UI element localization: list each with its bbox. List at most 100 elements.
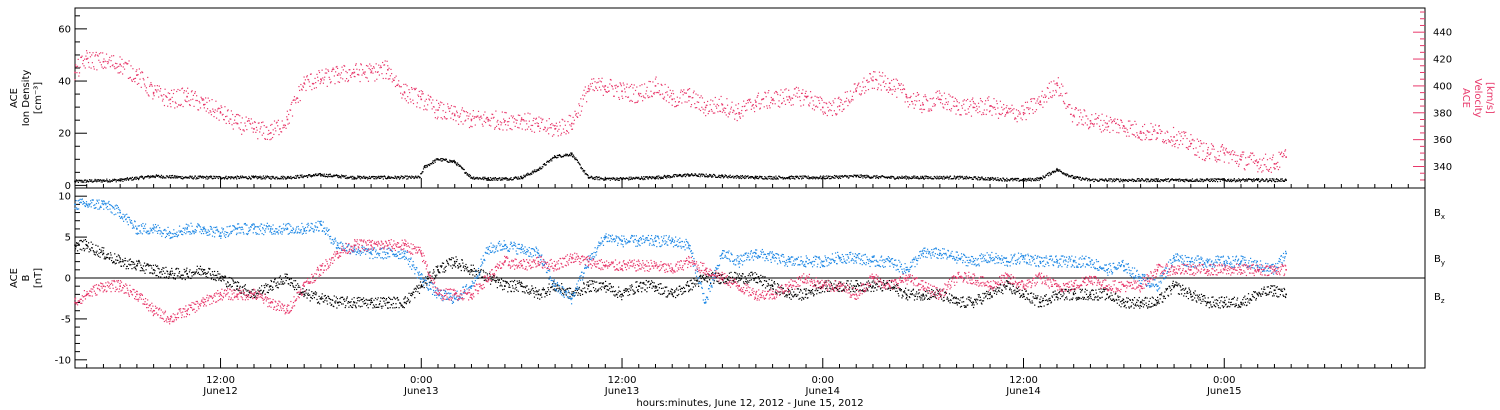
velocity-sample (1123, 130, 1125, 132)
density-sample (934, 176, 936, 178)
velocity-sample (528, 120, 530, 122)
velocity-sample (1169, 141, 1171, 143)
density-sample (306, 175, 308, 177)
density-sample (89, 179, 91, 181)
velocity-sample (369, 69, 371, 71)
density-sample (173, 177, 175, 179)
density-sample (127, 178, 129, 180)
velocity-point (1206, 152, 1209, 154)
velocity-sample (375, 63, 377, 65)
velocity-sample (1071, 107, 1073, 109)
velocity-sample (638, 92, 640, 94)
density-sample (129, 177, 131, 180)
density-sample (990, 177, 992, 179)
velocity-sample (559, 125, 561, 127)
velocity-sample (183, 90, 186, 92)
velocity-sample (1227, 152, 1229, 154)
density-sample (1233, 178, 1235, 180)
density-sample (1049, 174, 1051, 176)
velocity-sample (430, 102, 433, 104)
velocity-sample (720, 95, 722, 98)
density-sample (368, 177, 370, 179)
density-sample (982, 178, 984, 180)
bx-sample (224, 276, 227, 278)
velocity-sample (678, 101, 680, 103)
velocity-sample (1156, 137, 1158, 139)
density-sample (659, 178, 662, 180)
bx-point (688, 285, 690, 287)
velocity-sample (528, 126, 530, 128)
velocity-sample (882, 81, 884, 84)
density-sample (756, 177, 758, 179)
velocity-sample (957, 109, 959, 111)
velocity-sample (1128, 135, 1130, 137)
velocity-sample (935, 92, 937, 94)
density-sample (191, 175, 193, 177)
velocity-point (1240, 158, 1242, 161)
velocity-sample (340, 77, 342, 79)
density-sample (296, 176, 298, 178)
velocity-sample (466, 112, 469, 114)
velocity-point (387, 68, 389, 71)
velocity-sample (216, 110, 218, 112)
density-sample (444, 158, 446, 161)
bx-sample (164, 277, 167, 279)
density-sample (313, 173, 315, 176)
velocity-sample (1095, 113, 1097, 115)
density-sample (886, 176, 888, 178)
density-sample (690, 174, 692, 176)
velocity-sample (1267, 169, 1269, 171)
velocity-sample (588, 90, 590, 92)
velocity-sample (465, 119, 467, 121)
velocity-sample (207, 97, 209, 99)
velocity-sample (708, 110, 710, 113)
density-sample (1186, 178, 1188, 180)
velocity-sample (504, 124, 507, 126)
velocity-sample (98, 53, 101, 55)
velocity-sample (896, 96, 898, 98)
velocity-sample (1150, 122, 1152, 125)
bx-sample (265, 283, 267, 285)
velocity-sample (505, 112, 507, 114)
density-sample (665, 175, 667, 177)
velocity-sample (1075, 107, 1077, 109)
density-sample (1143, 180, 1146, 182)
density-sample (522, 176, 524, 179)
velocity-sample (232, 128, 234, 130)
density-sample (526, 173, 528, 175)
velocity-sample (545, 130, 547, 132)
velocity-sample (544, 126, 546, 128)
velocity-sample (283, 126, 285, 128)
velocity-sample (319, 82, 321, 85)
velocity-point (269, 132, 272, 134)
density-sample (196, 177, 198, 179)
velocity-sample (357, 73, 359, 76)
density-sample (920, 177, 923, 180)
velocity-sample (640, 95, 642, 98)
velocity-sample (169, 103, 171, 105)
density-sample (247, 178, 250, 180)
velocity-sample (837, 106, 839, 108)
velocity-sample (604, 89, 606, 91)
velocity-sample (925, 96, 927, 98)
velocity-sample (152, 98, 154, 100)
velocity-sample (411, 88, 413, 90)
velocity-sample (799, 96, 801, 98)
density-sample (1067, 174, 1069, 176)
density-sample (175, 177, 178, 179)
velocity-sample (493, 128, 496, 130)
bx-sample (250, 296, 252, 299)
density-sample (342, 175, 344, 177)
density-sample (140, 176, 142, 178)
density-sample (707, 175, 709, 177)
velocity-sample (156, 91, 158, 93)
density-sample (1040, 177, 1042, 179)
velocity-point (738, 111, 740, 114)
velocity-sample (188, 100, 190, 102)
density-sample (336, 174, 338, 176)
velocity-sample (1237, 165, 1240, 167)
bx-sample (172, 277, 174, 279)
density-sample (647, 178, 649, 180)
density-sample (812, 178, 814, 180)
